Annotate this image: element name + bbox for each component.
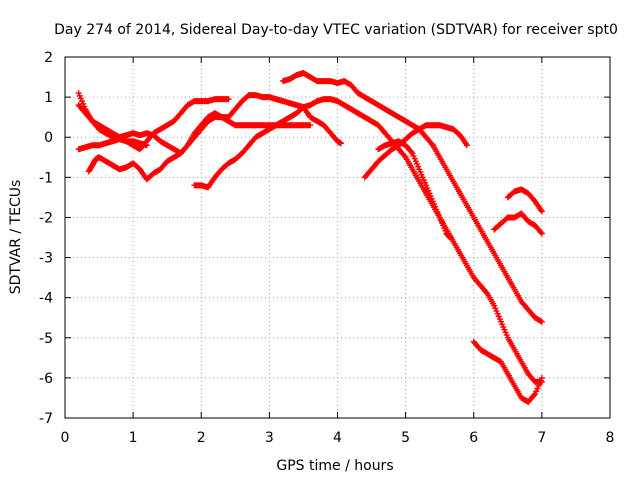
series-track-8 xyxy=(375,138,453,241)
x-tick-label: 0 xyxy=(61,430,70,446)
y-tick-label: 2 xyxy=(44,50,53,66)
x-axis-label: GPS time / hours xyxy=(276,458,393,474)
series-track-6 xyxy=(280,70,545,325)
data-point xyxy=(538,230,545,237)
y-tick-label: -7 xyxy=(39,411,53,427)
y-axis-label: SDTVAR / TECUs xyxy=(8,180,24,295)
series-track-9 xyxy=(470,338,545,405)
data-point xyxy=(538,318,545,325)
series-track-2 xyxy=(75,102,314,157)
series-track-10 xyxy=(504,186,545,215)
x-tick-label: 3 xyxy=(265,430,274,446)
data-series xyxy=(75,70,545,405)
series-track-11 xyxy=(491,210,545,237)
x-tick-label: 2 xyxy=(197,430,206,446)
x-tick-label: 1 xyxy=(129,430,138,446)
x-tick-label: 8 xyxy=(606,430,615,446)
y-tick-label: -5 xyxy=(39,331,53,347)
axis-ticks: 0 1 2 3 4 5 6 7 8 -7 -6 -5 -4 -3 -2 -1 0 1 2 xyxy=(39,50,614,446)
y-tick-label: -3 xyxy=(39,251,53,267)
data-point xyxy=(225,96,232,103)
data-point xyxy=(538,374,545,381)
data-point xyxy=(143,142,150,149)
data-point xyxy=(337,140,344,147)
series-track-5 xyxy=(191,96,545,385)
data-point xyxy=(307,122,314,129)
data-point xyxy=(446,234,453,241)
y-tick-label: -6 xyxy=(39,371,53,387)
series-track-3 xyxy=(75,136,150,153)
y-tick-label: -1 xyxy=(39,170,53,186)
grid-lines xyxy=(65,57,610,418)
x-tick-label: 6 xyxy=(469,430,478,446)
chart-title: Day 274 of 2014, Sidereal Day-to-day VTE… xyxy=(54,22,618,38)
data-point xyxy=(463,142,470,149)
x-tick-label: 7 xyxy=(537,430,546,446)
y-tick-label: -2 xyxy=(39,210,53,226)
x-tick-label: 4 xyxy=(333,430,342,446)
y-tick-label: -4 xyxy=(39,291,53,307)
x-tick-label: 5 xyxy=(401,430,410,446)
data-point xyxy=(538,208,545,215)
y-tick-label: 1 xyxy=(44,90,53,106)
y-tick-label: 0 xyxy=(44,130,53,146)
